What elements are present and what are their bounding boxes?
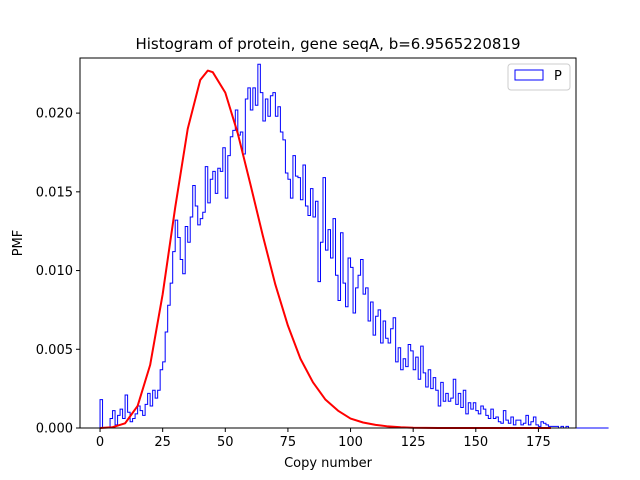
y-tick-label: 0.020 bbox=[36, 107, 73, 122]
legend-swatch-icon bbox=[514, 69, 544, 81]
chart-title: Histogram of protein, gene seqA, b=6.956… bbox=[135, 35, 520, 53]
x-tick-label: 125 bbox=[401, 435, 426, 450]
y-tick-label: 0.015 bbox=[36, 185, 73, 200]
axes-frame bbox=[79, 57, 577, 429]
x-tick-label: 100 bbox=[338, 435, 363, 450]
x-axis-label: Copy number bbox=[284, 456, 373, 471]
x-tick-label: 150 bbox=[463, 435, 488, 450]
x-axis-ticks: 0 25 50 75 100 125 150 175 bbox=[96, 428, 551, 450]
x-tick-label: 50 bbox=[217, 435, 234, 450]
x-tick-label: 0 bbox=[96, 435, 104, 450]
y-tick-label: 0.010 bbox=[36, 264, 73, 279]
x-tick-label: 75 bbox=[280, 435, 297, 450]
y-tick-label: 0.005 bbox=[36, 343, 73, 358]
y-axis-label: PMF bbox=[11, 230, 26, 257]
x-tick-label: 175 bbox=[526, 435, 551, 450]
histogram-step-line bbox=[99, 63, 609, 429]
legend-label: P bbox=[554, 69, 562, 84]
plot-area bbox=[79, 57, 609, 429]
legend: P bbox=[507, 63, 571, 91]
y-axis-ticks: 0.000 0.005 0.010 0.015 0.020 bbox=[36, 107, 80, 437]
histogram-series bbox=[99, 63, 609, 429]
y-tick-label: 0.000 bbox=[36, 422, 73, 437]
x-tick-label: 25 bbox=[154, 435, 171, 450]
